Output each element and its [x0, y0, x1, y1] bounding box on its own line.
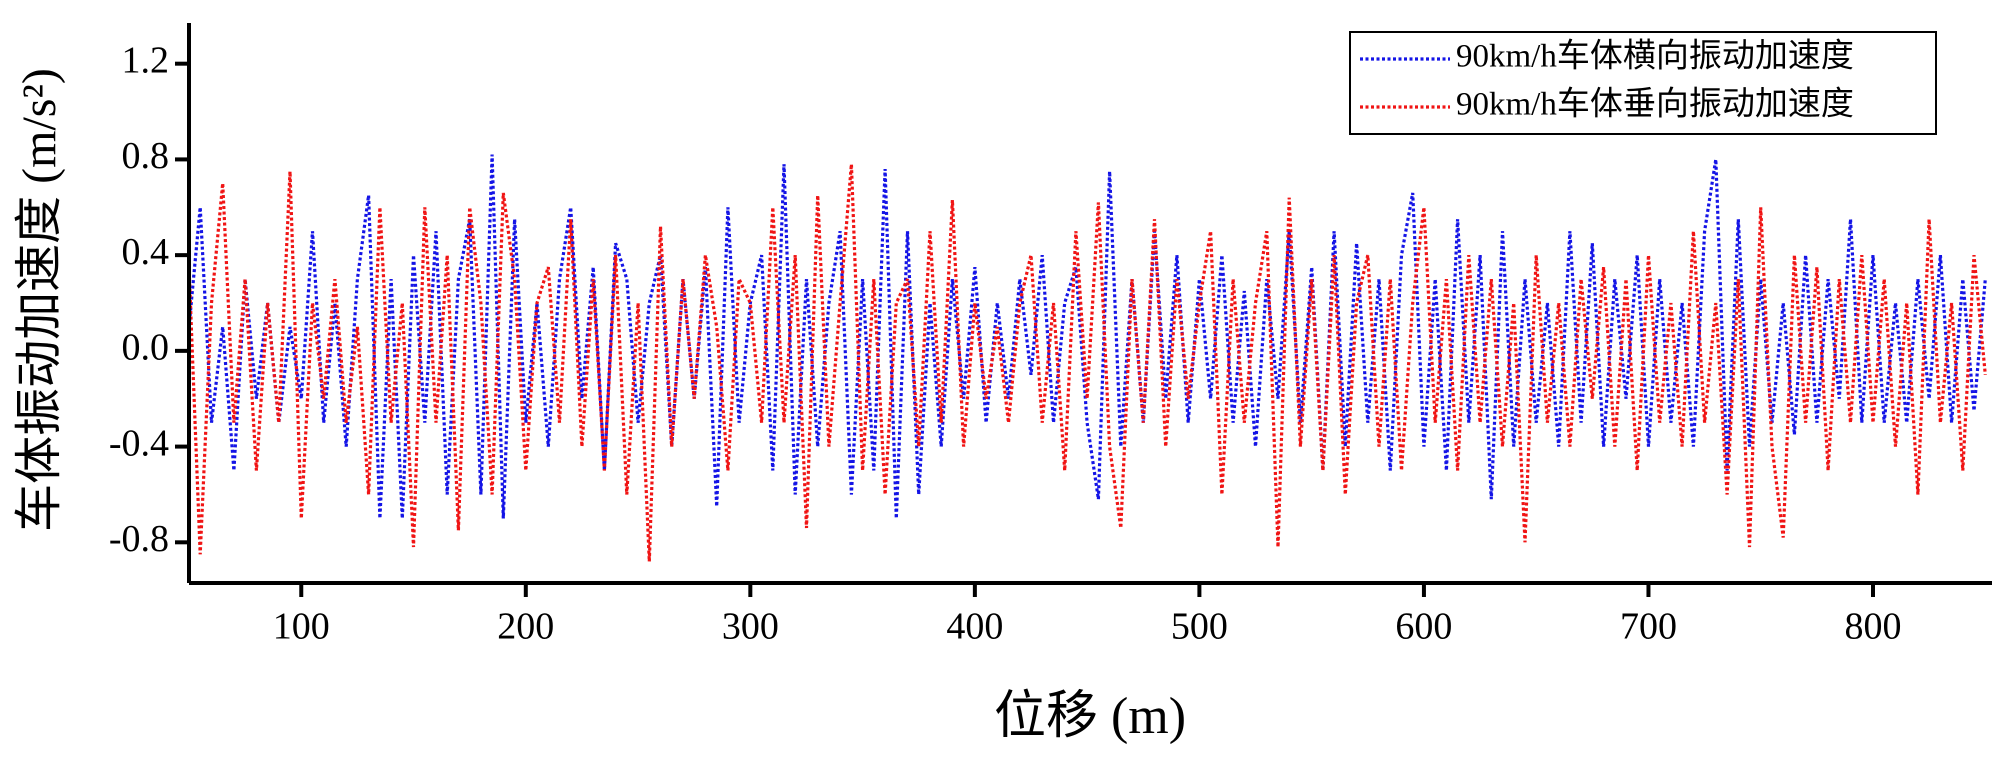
x-tick-label: 700 — [1620, 606, 1677, 648]
y-tick-label: 0.4 — [122, 231, 170, 273]
y-axis-label: 车体振动加速度 (m/s²) — [13, 68, 66, 532]
x-tick-label: 100 — [273, 606, 330, 648]
legend-label: 90km/h车体横向振动加速度 — [1456, 38, 1854, 75]
y-tick-label: 0.0 — [122, 327, 170, 369]
y-tick-label: -0.8 — [109, 518, 169, 560]
legend-box — [1349, 31, 1937, 135]
data-line — [189, 154, 1987, 519]
x-tick-label: 800 — [1844, 606, 1901, 648]
y-tick-label: -0.4 — [109, 422, 169, 464]
x-tick-label: 500 — [1171, 606, 1228, 648]
x-tick-label: 600 — [1395, 606, 1452, 648]
legend-label: 90km/h车体垂向振动加速度 — [1456, 86, 1854, 123]
x-axis-label: 位移 (m) — [994, 688, 1186, 745]
y-tick-label: 0.8 — [122, 135, 170, 177]
x-tick-label: 300 — [722, 606, 779, 648]
y-tick-label: 1.2 — [122, 39, 170, 81]
data-line — [189, 164, 1987, 562]
x-tick-label: 200 — [497, 606, 554, 648]
x-tick-label: 400 — [946, 606, 1003, 648]
